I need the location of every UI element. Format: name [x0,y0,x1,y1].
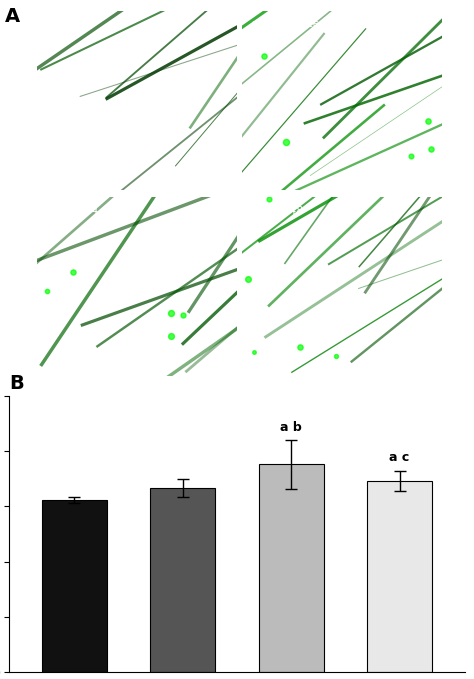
Point [428,143,435,154]
Point [265,194,273,204]
Text: a c: a c [389,452,410,464]
Text: mdx: mdx [47,206,71,216]
Point [244,274,252,285]
Text: untreated: untreated [268,20,326,29]
Text: LA 24: LA 24 [63,206,98,216]
Text: LA 48: LA 48 [268,206,303,216]
Point [167,330,174,341]
Bar [150,488,215,672]
Bar [259,464,324,672]
Text: mdx: mdx [252,206,275,216]
Point [251,347,258,358]
Point [408,150,415,161]
Point [43,285,51,296]
Text: mdx: mdx [252,20,275,29]
Bar [367,481,432,672]
Point [179,310,187,321]
Text: a b: a b [280,420,302,433]
Text: A: A [5,7,20,26]
Point [283,137,290,148]
Point [332,350,340,361]
Point [296,342,304,352]
Point [167,308,174,318]
Text: Crtl: Crtl [47,20,67,29]
Point [424,116,432,127]
Point [261,50,268,61]
Point [70,266,77,277]
Bar [42,500,107,672]
Text: B: B [9,373,24,392]
